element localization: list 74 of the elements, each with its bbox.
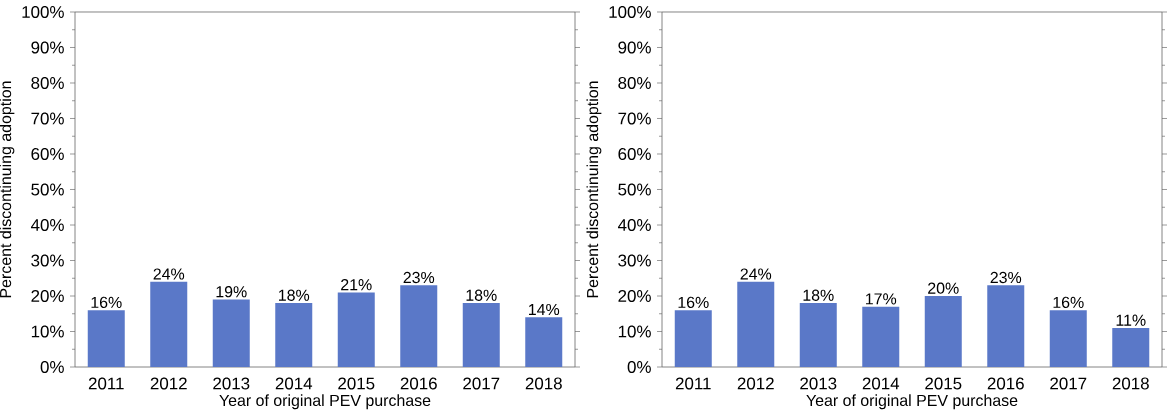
y-tick-label: 30%	[31, 254, 64, 267]
y-tick-label: 80%	[31, 77, 64, 89]
x-tick-label: 2012	[150, 377, 187, 390]
y-tick-label: 20%	[31, 290, 64, 302]
bar	[674, 310, 712, 367]
x-tick-label: 2012	[737, 377, 774, 390]
data-label: 19%	[216, 286, 247, 298]
data-label: 18%	[803, 289, 834, 301]
x-tick-label: 2018	[1112, 377, 1149, 390]
data-label: 24%	[740, 268, 772, 280]
y-tick-label: 50%	[618, 183, 651, 196]
y-tick-label: 0%	[40, 361, 64, 373]
data-label: 16%	[678, 296, 709, 308]
y-tick-label: 30%	[618, 254, 651, 267]
bar	[799, 303, 837, 367]
data-label: 21%	[341, 279, 372, 291]
y-axis-title: Percent discontinuing adoption	[586, 81, 602, 298]
bar	[924, 296, 962, 367]
bar	[737, 281, 775, 367]
x-tick-label: 2018	[525, 377, 562, 390]
y-tick-label: 70%	[31, 112, 64, 125]
data-label: 16%	[1053, 296, 1084, 308]
data-label: 17%	[866, 293, 897, 305]
y-tick-label: 20%	[618, 290, 651, 302]
y-tick-label: 50%	[31, 183, 64, 196]
data-label: 20%	[928, 282, 959, 294]
y-tick-label: 100%	[22, 6, 64, 18]
x-tick-label: 2011	[675, 377, 711, 390]
bar	[150, 281, 188, 367]
data-label: 18%	[279, 289, 310, 301]
bar	[400, 285, 438, 367]
x-tick-label: 2016	[400, 377, 437, 390]
x-tick-label: 2015	[338, 377, 375, 390]
data-label: 14%	[529, 303, 560, 316]
y-axis-title: Percent discontinuing adoption	[0, 81, 15, 298]
bar	[87, 310, 125, 367]
x-tick-label: 2015	[925, 377, 962, 390]
x-tick-label: 2017	[1050, 377, 1087, 390]
data-label: 23%	[403, 271, 435, 284]
data-label: 24%	[153, 268, 185, 280]
bar	[862, 306, 900, 367]
data-label: 16%	[91, 296, 122, 308]
bar	[212, 299, 250, 367]
y-tick-label: 60%	[618, 148, 651, 160]
y-tick-label: 10%	[31, 325, 64, 338]
data-label: 11%	[1116, 314, 1146, 326]
bar	[987, 285, 1025, 367]
y-tick-label: 0%	[627, 361, 651, 373]
bar	[462, 303, 500, 367]
x-tick-label: 2017	[463, 377, 500, 390]
x-tick-label: 2013	[213, 377, 250, 390]
x-tick-label: 2014	[862, 377, 900, 390]
bar	[1049, 310, 1087, 367]
y-tick-label: 90%	[618, 41, 651, 54]
x-tick-label: 2016	[987, 377, 1024, 390]
bar	[275, 303, 313, 367]
y-tick-label: 90%	[31, 41, 64, 54]
x-tick-label: 2013	[800, 377, 837, 390]
bar	[1112, 327, 1150, 367]
data-label: 18%	[466, 289, 497, 301]
y-tick-label: 60%	[31, 148, 64, 160]
x-tick-label: 2014	[275, 377, 313, 390]
x-tick-label: 2011	[88, 377, 124, 390]
y-tick-label: 10%	[618, 325, 651, 338]
y-tick-label: 80%	[618, 77, 651, 89]
x-axis-title: Year of original PEV purchase	[219, 394, 431, 410]
y-tick-label: 40%	[30, 219, 64, 231]
bar	[337, 292, 375, 367]
bar	[525, 317, 563, 367]
data-label: 23%	[990, 271, 1022, 284]
y-tick-label: 40%	[617, 219, 651, 231]
x-axis-title: Year of original PEV purchase	[806, 394, 1018, 410]
y-tick-label: 70%	[618, 112, 651, 125]
y-tick-label: 100%	[609, 6, 651, 18]
